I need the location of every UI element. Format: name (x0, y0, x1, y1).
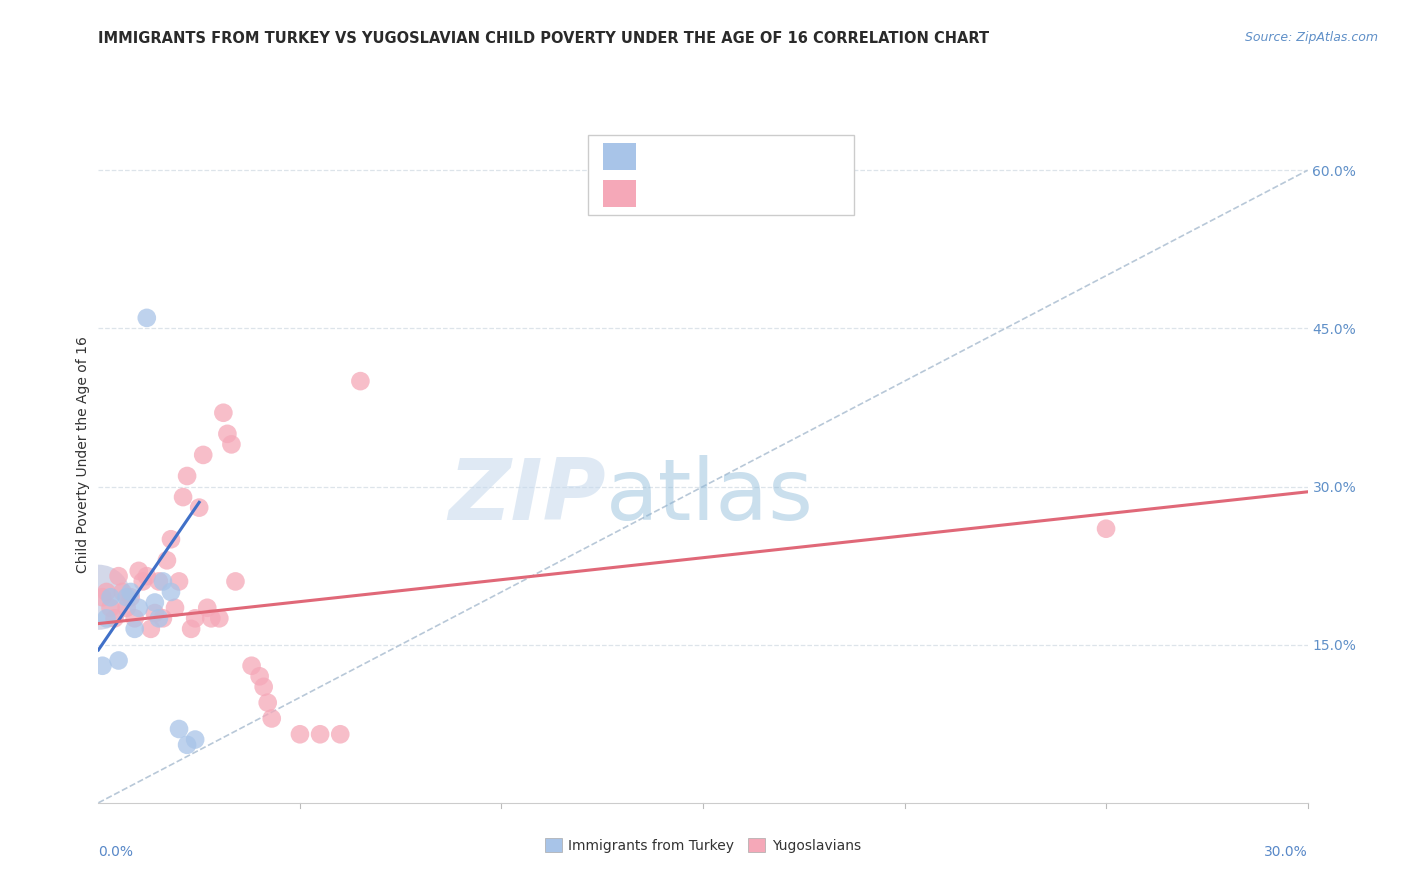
Point (115, 591, 138, 605)
FancyBboxPatch shape (603, 144, 637, 169)
Point (128, 564, 150, 578)
Point (200, 611, 222, 625)
Point (288, 727, 311, 741)
Point (184, 732, 207, 747)
Point (176, 469, 198, 483)
Point (132, 574, 155, 589)
Point (184, 611, 207, 625)
Point (148, 611, 170, 625)
Point (208, 611, 231, 625)
Point (180, 622, 202, 636)
Point (107, 569, 129, 583)
Point (160, 533, 183, 547)
Point (156, 553, 179, 567)
Legend: Immigrants from Turkey, Yugoslavians: Immigrants from Turkey, Yugoslavians (540, 832, 866, 858)
Point (249, 669, 271, 683)
Point (124, 622, 146, 636)
Text: R = 0.256: R = 0.256 (651, 150, 720, 163)
Point (87, 591, 110, 605)
Point (91, 591, 114, 605)
Point (163, 600, 186, 615)
Point (253, 680, 276, 694)
Point (349, 374, 371, 388)
Text: 0.0%: 0.0% (98, 845, 134, 858)
Point (309, 727, 332, 741)
Point (135, 569, 157, 583)
Point (100, 591, 122, 605)
Point (115, 600, 138, 615)
Point (193, 448, 215, 462)
Point (188, 500, 211, 515)
Point (256, 696, 278, 710)
Point (111, 585, 134, 599)
Y-axis label: Child Poverty Under the Age of 16: Child Poverty Under the Age of 16 (76, 336, 90, 574)
Point (167, 574, 190, 589)
Point (120, 591, 142, 605)
Point (240, 658, 263, 673)
Point (176, 738, 198, 752)
Point (139, 622, 162, 636)
Text: Source: ZipAtlas.com: Source: ZipAtlas.com (1244, 31, 1378, 45)
Point (124, 611, 146, 625)
Point (152, 574, 174, 589)
Point (91, 658, 114, 673)
Point (224, 574, 246, 589)
Text: IMMIGRANTS FROM TURKEY VS YUGOSLAVIAN CHILD POVERTY UNDER THE AGE OF 16 CORRELAT: IMMIGRANTS FROM TURKEY VS YUGOSLAVIAN CH… (98, 31, 990, 46)
FancyBboxPatch shape (603, 180, 637, 207)
Point (160, 585, 183, 599)
Point (100, 600, 122, 615)
Point (221, 437, 243, 451)
Point (96, 585, 118, 599)
Text: N = 43: N = 43 (754, 186, 801, 201)
Point (329, 727, 352, 741)
Text: ZIP: ZIP (449, 455, 606, 538)
Text: R = 0.230: R = 0.230 (651, 186, 720, 201)
Point (96, 611, 118, 625)
Point (195, 600, 218, 615)
Point (120, 585, 142, 599)
Point (212, 406, 235, 420)
Point (103, 611, 125, 625)
Point (217, 426, 239, 441)
Text: N = 16: N = 16 (754, 150, 803, 163)
Point (143, 606, 166, 620)
Text: 30.0%: 30.0% (1264, 845, 1308, 858)
Point (167, 722, 190, 736)
FancyBboxPatch shape (588, 135, 855, 215)
Point (143, 595, 166, 609)
Point (172, 490, 194, 504)
Point (107, 653, 129, 667)
Point (148, 574, 170, 589)
Point (1095, 522, 1118, 536)
Point (260, 711, 283, 725)
Point (135, 310, 157, 325)
Point (128, 600, 150, 615)
Text: atlas: atlas (606, 455, 814, 538)
Point (152, 611, 174, 625)
